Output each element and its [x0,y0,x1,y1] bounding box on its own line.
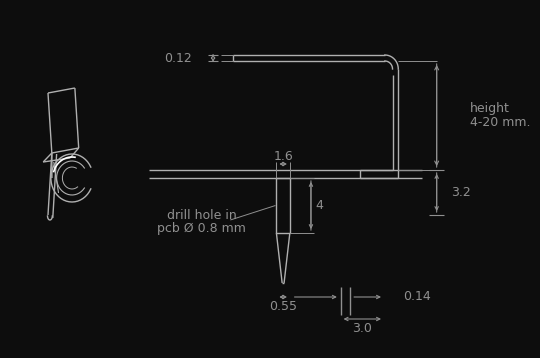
Text: 1.6: 1.6 [273,150,293,163]
Text: drill hole in: drill hole in [167,208,237,222]
Text: 3.2: 3.2 [451,186,470,199]
Text: 3.0: 3.0 [353,323,372,335]
Text: height: height [470,102,510,115]
Text: pcb Ø 0.8 mm: pcb Ø 0.8 mm [157,222,246,234]
Text: 0.55: 0.55 [269,300,297,314]
Text: 4: 4 [316,199,323,212]
Text: 0.12: 0.12 [164,52,192,64]
Text: 0.14: 0.14 [403,290,431,304]
Text: 4-20 mm.: 4-20 mm. [470,116,531,129]
